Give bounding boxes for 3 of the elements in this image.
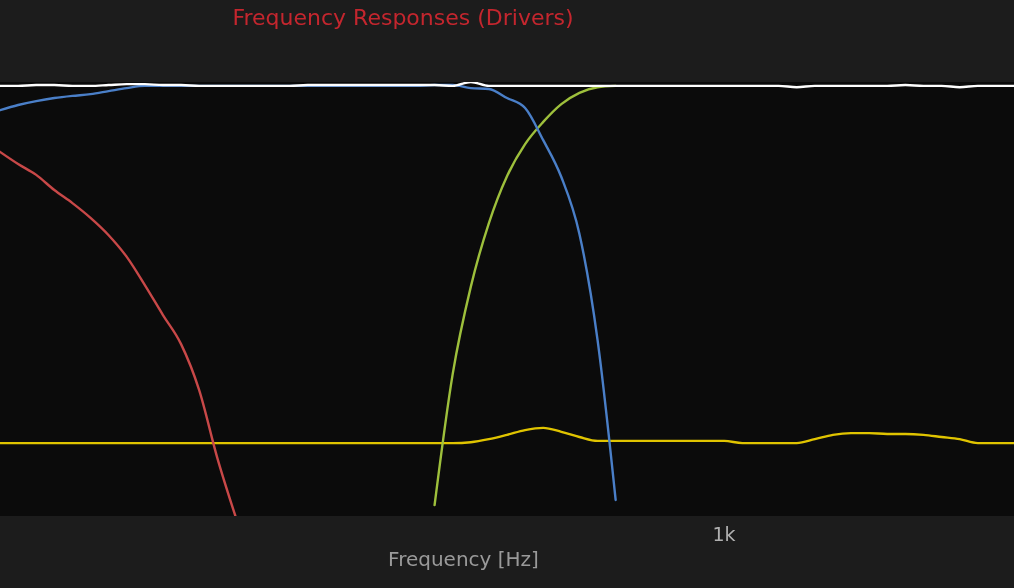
text: 1k <box>712 523 736 545</box>
x-axis-title: Frequency [Hz] <box>388 546 539 571</box>
chart-title: Frequency Responses (Drivers) <box>232 5 574 30</box>
